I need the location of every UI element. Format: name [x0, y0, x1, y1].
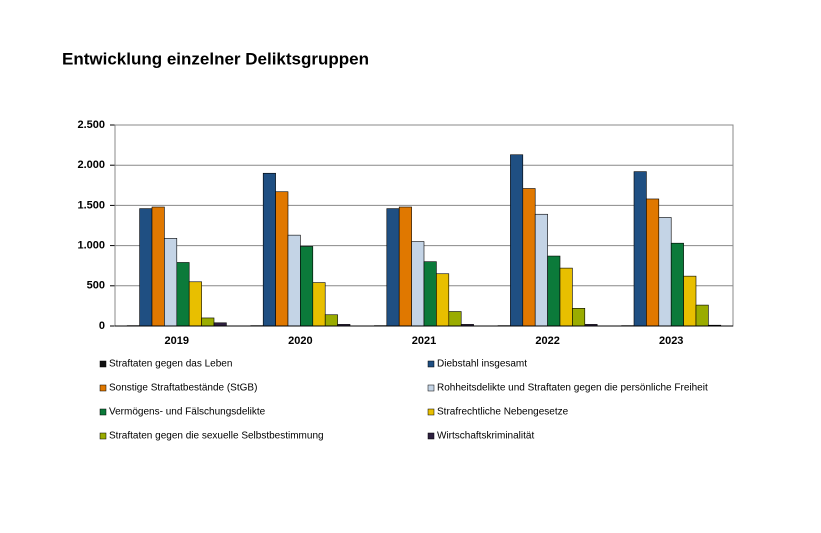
legend-label: Straftaten gegen die sexuelle Selbstbest…: [109, 431, 324, 442]
bar: [287, 234, 301, 327]
bar: [324, 314, 338, 327]
legend-swatch: [99, 384, 107, 392]
bar: [275, 191, 289, 327]
bar: [670, 242, 684, 327]
legend-label: Rohheitsdelikte und Straftaten gegen die…: [437, 383, 708, 394]
x-tick-label: 2019: [165, 335, 189, 347]
bar: [164, 238, 178, 327]
legend-swatch: [99, 408, 107, 416]
legend-label: Sonstige Straftatbestände (StGB): [109, 383, 257, 394]
bar: [386, 208, 400, 327]
y-tick-label: 2.000: [77, 159, 105, 171]
bar: [572, 308, 586, 327]
bar: [547, 255, 561, 327]
legend-swatch: [427, 360, 435, 368]
y-tick-label: 500: [87, 280, 105, 292]
bar: [151, 206, 165, 327]
bar: [176, 262, 190, 327]
bar: [398, 206, 412, 327]
y-tick-label: 1.500: [77, 199, 105, 211]
x-tick-label: 2022: [535, 335, 559, 347]
x-tick-label: 2021: [412, 335, 436, 347]
bar: [188, 281, 202, 327]
bar: [695, 304, 709, 327]
bar: [139, 208, 153, 327]
x-tick-label: 2020: [288, 335, 312, 347]
chart-title: Entwicklung einzelner Deliktsgruppen: [62, 49, 369, 68]
y-tick-label: 1.000: [77, 240, 105, 252]
legend-swatch: [427, 384, 435, 392]
bar: [436, 273, 450, 327]
bar: [423, 261, 437, 327]
bar: [633, 171, 647, 327]
y-tick-label: 0: [99, 320, 105, 332]
legend-label: Straftaten gegen das Leben: [109, 359, 232, 370]
bar: [411, 241, 425, 327]
bar: [448, 311, 462, 327]
bar: [312, 282, 326, 327]
legend-swatch: [427, 432, 435, 440]
x-tick-label: 2023: [659, 335, 683, 347]
legend-label: Vermögens- und Fälschungsdelikte: [109, 407, 266, 418]
legend-label: Diebstahl insgesamt: [437, 359, 527, 370]
bar: [534, 213, 548, 327]
y-tick-label: 2.500: [77, 119, 105, 131]
legend-swatch: [99, 360, 107, 368]
bar: [559, 267, 573, 327]
bar: [201, 317, 215, 327]
bar: [522, 188, 536, 327]
bar: [300, 246, 314, 327]
legend-swatch: [427, 408, 435, 416]
legend-swatch: [99, 432, 107, 440]
bar: [262, 172, 276, 327]
legend-label: Strafrechtliche Nebengesetze: [437, 407, 569, 418]
bar: [683, 275, 697, 327]
legend-label: Wirtschaftskriminalität: [437, 431, 534, 442]
bar: [510, 154, 524, 327]
bar: [658, 217, 672, 327]
bar: [646, 198, 660, 327]
